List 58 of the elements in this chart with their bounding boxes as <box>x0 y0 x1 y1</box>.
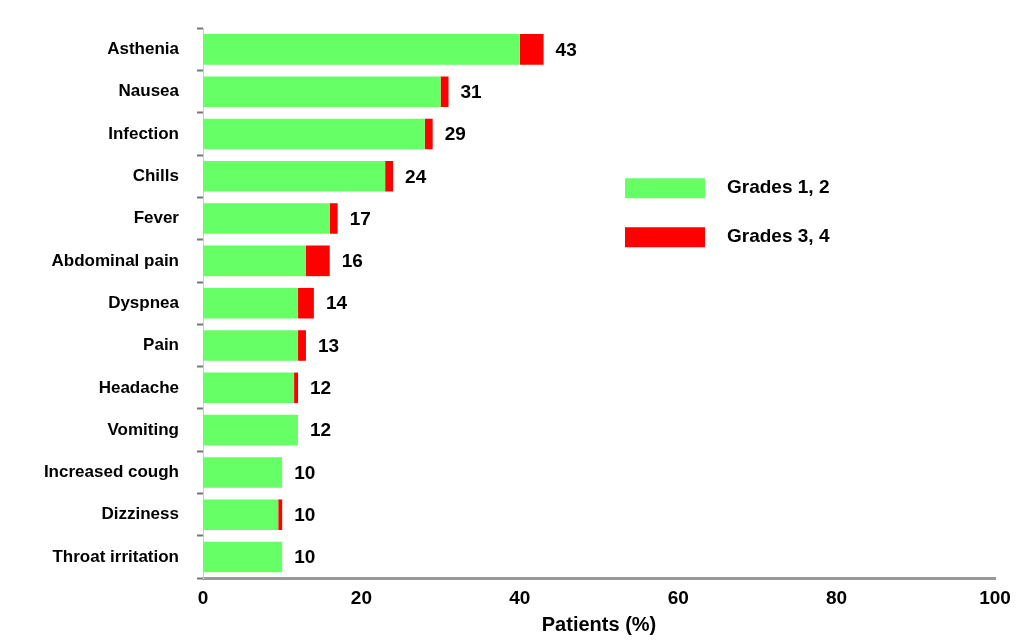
y-tick-label: Fever <box>133 208 180 228</box>
legend-label: Grades 1, 2 <box>727 176 830 198</box>
legend-label: Grades 3, 4 <box>727 225 830 247</box>
total-label: 10 <box>294 503 316 525</box>
total-label: 12 <box>310 377 332 399</box>
x-tick-label: 40 <box>509 586 531 608</box>
bar <box>424 118 433 150</box>
total-label: 24 <box>405 165 427 187</box>
bar <box>519 34 544 65</box>
bar <box>203 499 279 531</box>
total-label: 14 <box>325 292 348 314</box>
total-label: 16 <box>341 250 363 272</box>
x-tick-label: 60 <box>667 586 689 608</box>
bar <box>385 160 394 192</box>
total-label: 17 <box>349 207 371 229</box>
x-tick-label: 20 <box>350 586 372 608</box>
bar <box>305 245 330 277</box>
x-tick-label: 100 <box>979 586 1011 608</box>
bar <box>203 287 299 319</box>
bar <box>203 372 295 404</box>
bar <box>203 245 306 277</box>
x-tick-label: 80 <box>826 586 848 608</box>
total-label: 29 <box>444 123 466 145</box>
total-label: 10 <box>294 461 316 483</box>
y-tick-label: Dyspnea <box>108 292 180 312</box>
y-tick-label: Dizziness <box>101 504 179 524</box>
total-label: 10 <box>294 546 316 568</box>
bar <box>329 203 338 234</box>
y-tick-label: Nausea <box>118 81 180 101</box>
bar <box>440 76 449 107</box>
bar <box>298 330 306 361</box>
bar <box>203 160 386 192</box>
total-label: 43 <box>555 38 577 60</box>
bar <box>203 541 283 573</box>
bar <box>203 118 425 150</box>
bar <box>294 372 299 404</box>
y-tick-label: Pain <box>143 335 179 355</box>
y-tick-label: Increased cough <box>43 462 179 482</box>
total-label: 31 <box>460 80 483 102</box>
bar <box>203 203 330 234</box>
y-tick-label: Headache <box>98 377 179 397</box>
y-tick-label: Asthenia <box>107 39 180 59</box>
bar <box>203 76 441 107</box>
bar <box>203 414 299 446</box>
total-label: 12 <box>310 419 332 441</box>
y-tick-label: Chills <box>132 165 179 185</box>
y-tick-label: Abdominal pain <box>51 250 179 270</box>
bar <box>298 287 314 319</box>
bar <box>203 34 520 65</box>
y-tick-label: Infection <box>108 123 179 143</box>
y-tick-label: Vomiting <box>107 419 179 439</box>
total-label: 13 <box>317 334 340 356</box>
bar <box>278 499 283 531</box>
bar <box>203 330 299 361</box>
y-tick-label: Throat irritation <box>52 546 179 566</box>
bar <box>203 457 283 488</box>
x-axis-title: Patients (%) <box>541 612 657 635</box>
x-tick-label: 0 <box>197 586 209 608</box>
